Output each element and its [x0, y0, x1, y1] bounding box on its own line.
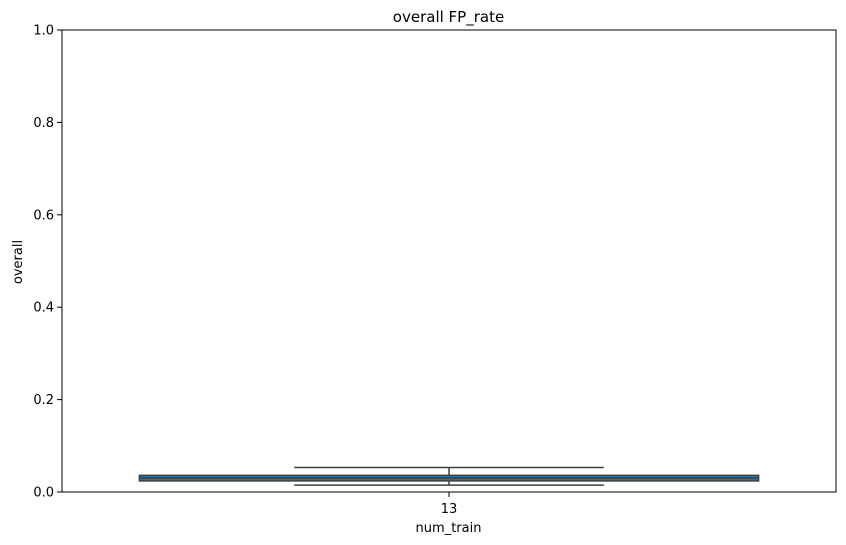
x-axis-label: num_train: [416, 521, 482, 536]
y-tick-label: 0.8: [33, 116, 54, 131]
chart-title: overall FP_rate: [393, 8, 504, 27]
y-tick-label: 0.0: [33, 486, 54, 501]
axes-frame: [61, 29, 837, 493]
y-tick-label: 0.6: [33, 208, 54, 223]
y-axis-label: overall: [11, 240, 26, 284]
x-tick-label: 13: [441, 502, 458, 517]
plot-area: 0.0 0.2 0.4 0.6 0.8 1.0 13: [33, 24, 837, 517]
y-tick-label: 0.4: [33, 301, 54, 316]
y-tick-label: 1.0: [33, 24, 54, 39]
y-tick-label: 0.2: [33, 393, 54, 408]
